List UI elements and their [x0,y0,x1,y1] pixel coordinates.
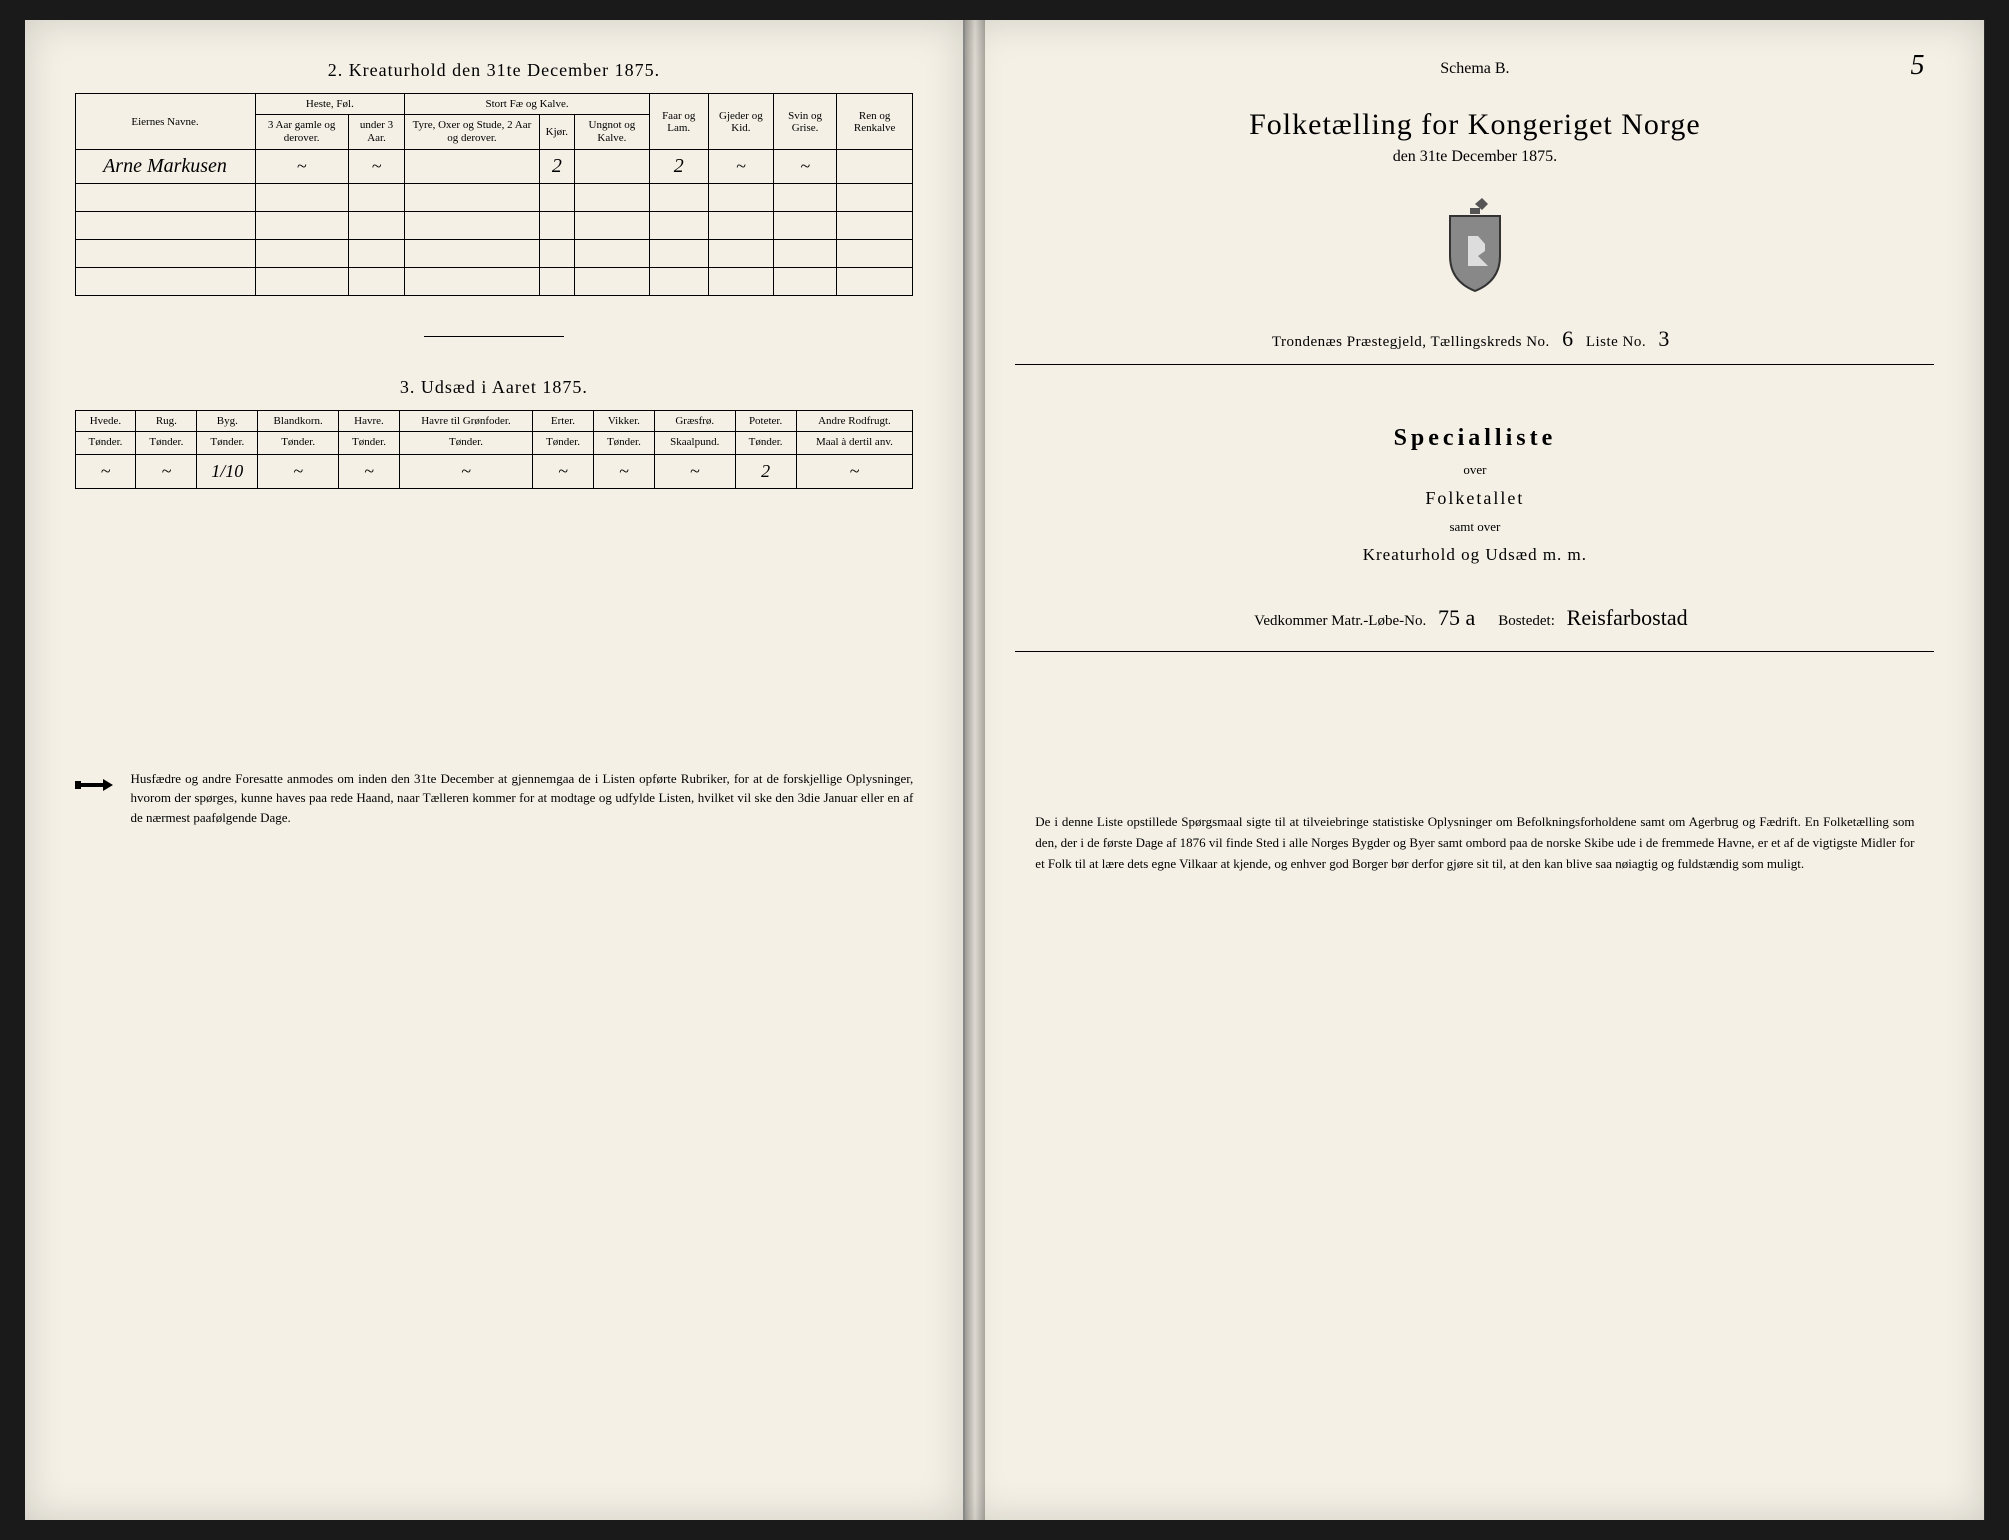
divider [424,336,564,337]
cell-7: ~ [593,454,654,488]
th-faar: Faar og Lam. [649,94,708,150]
th-sub-10: Maal à dertil anv. [796,432,913,454]
th-6: Erter. [533,411,594,432]
kreds-no: 6 [1554,326,1582,351]
bosted-label: Bostedet: [1498,613,1555,629]
coat-of-arms-icon [1430,196,1520,296]
cell-stort-c [574,150,649,184]
schema-label: Schema B. [1015,60,1934,78]
cell-4: ~ [339,454,400,488]
cell-0: ~ [75,454,136,488]
section3-title: 3. Udsæd i Aaret 1875. [75,377,914,398]
specialliste-title: Specialliste [1015,425,1934,452]
th-heste: Heste, Føl. [255,94,405,115]
book-spread: 2. Kreaturhold den 31te December 1875. E… [25,20,1985,1520]
th-sub-8: Skaalpund. [654,432,735,454]
cell-faar: 2 [649,150,708,184]
section2-title: 2. Kreaturhold den 31te December 1875. [75,60,914,81]
vedkommer-line: Vedkommer Matr.-Løbe-No. 75 a Bostedet: … [1015,605,1934,631]
th-svin: Svin og Grise. [774,94,837,150]
table2-empty-row [75,212,913,240]
page-number: 5 [1910,50,1924,82]
prestegjeld-line: Trondenæs Præstegjeld, Tællingskreds No.… [1015,326,1934,352]
cell-stort-a [405,150,539,184]
th-2: Byg. [197,411,258,432]
th-stort: Stort Fæ og Kalve. [405,94,650,115]
th-sub-0: Tønder. [75,432,136,454]
table2-body: Arne Markusen ~ ~ 2 2 ~ ~ [75,150,913,296]
liste-label: Liste No. [1586,334,1646,350]
samt-label: samt over [1015,519,1934,535]
cell-2: 1/10 [197,454,258,488]
bottom-paragraph: De i denne Liste opstillede Spørgsmaal s… [1015,812,1934,874]
matr-no: 75 a [1430,605,1483,630]
notice-block: Husfædre og andre Foresatte anmodes om i… [75,769,914,828]
cell-stort-b: 2 [539,150,574,184]
th-stort-a: Tyre, Oxer og Stude, 2 Aar og derover. [405,115,539,150]
th-eier: Eiernes Navne. [75,94,255,150]
notice-text: Husfædre og andre Foresatte anmodes om i… [131,769,914,828]
th-sub-9: Tønder. [735,432,796,454]
th-sub-5: Tønder. [399,432,532,454]
cell-heste-a: ~ [255,150,348,184]
th-3: Blandkorn. [258,411,339,432]
th-4: Havre. [339,411,400,432]
kreatur-label: Kreaturhold og Udsæd m. m. [1015,545,1934,565]
th-sub-7: Tønder. [593,432,654,454]
cell-5: ~ [399,454,532,488]
table2-head: Eiernes Navne. Heste, Føl. Stort Fæ og K… [75,94,913,150]
th-ren: Ren og Renkalve [837,94,913,150]
cell-svin: ~ [774,150,837,184]
folketallet-label: Folketallet [1015,488,1934,509]
pointing-hand-icon [75,773,115,797]
th-sub-3: Tønder. [258,432,339,454]
table3-head: Hvede.Rug.Byg.Blandkorn.Havre.Havre til … [75,411,913,454]
cell-9: 2 [735,454,796,488]
cell-heste-b: ~ [348,150,404,184]
bosted-value: Reisfarbostad [1559,605,1696,630]
liste-no: 3 [1650,326,1678,351]
th-sub-2: Tønder. [197,432,258,454]
th-1: Rug. [136,411,197,432]
table3-body: ~~1/10~~~~~~2~ [75,454,913,488]
cell-gjeder: ~ [708,150,774,184]
table3-data-row: ~~1/10~~~~~~2~ [75,454,913,488]
right-page: 5 Schema B. Folketælling for Kongeriget … [965,20,1984,1520]
th-sub-6: Tønder. [533,432,594,454]
over-label: over [1015,462,1934,478]
th-gjeder: Gjeder og Kid. [708,94,774,150]
vedk-label: Vedkommer Matr.-Løbe-No. [1254,613,1426,629]
table2-empty-row [75,268,913,296]
th-9: Poteter. [735,411,796,432]
prest-label: Trondenæs Præstegjeld, Tællingskreds No. [1272,334,1550,350]
th-10: Andre Rodfrugt. [796,411,913,432]
th-0: Hvede. [75,411,136,432]
left-page: 2. Kreaturhold den 31te December 1875. E… [25,20,966,1520]
th-7: Vikker. [593,411,654,432]
cell-6: ~ [533,454,594,488]
table2-empty-row [75,184,913,212]
th-sub-1: Tønder. [136,432,197,454]
cell-name: Arne Markusen [75,150,255,184]
subtitle: den 31te December 1875. [1015,148,1934,166]
cell-3: ~ [258,454,339,488]
th-stort-c: Ungnot og Kalve. [574,115,649,150]
th-8: Græsfrø. [654,411,735,432]
th-sub-4: Tønder. [339,432,400,454]
table-kreaturhold: Eiernes Navne. Heste, Føl. Stort Fæ og K… [75,93,914,296]
cell-1: ~ [136,454,197,488]
divider [1015,651,1934,652]
th-heste-a: 3 Aar gamle og derover. [255,115,348,150]
th-stort-b: Kjør. [539,115,574,150]
cell-8: ~ [654,454,735,488]
main-title: Folketælling for Kongeriget Norge [1015,108,1934,142]
th-heste-b: under 3 Aar. [348,115,404,150]
table-udsaed: Hvede.Rug.Byg.Blandkorn.Havre.Havre til … [75,410,914,488]
divider [1015,364,1934,365]
table2-empty-row [75,240,913,268]
th-5: Havre til Grønfoder. [399,411,532,432]
cell-ren [837,150,913,184]
table2-data-row: Arne Markusen ~ ~ 2 2 ~ ~ [75,150,913,184]
cell-10: ~ [796,454,913,488]
